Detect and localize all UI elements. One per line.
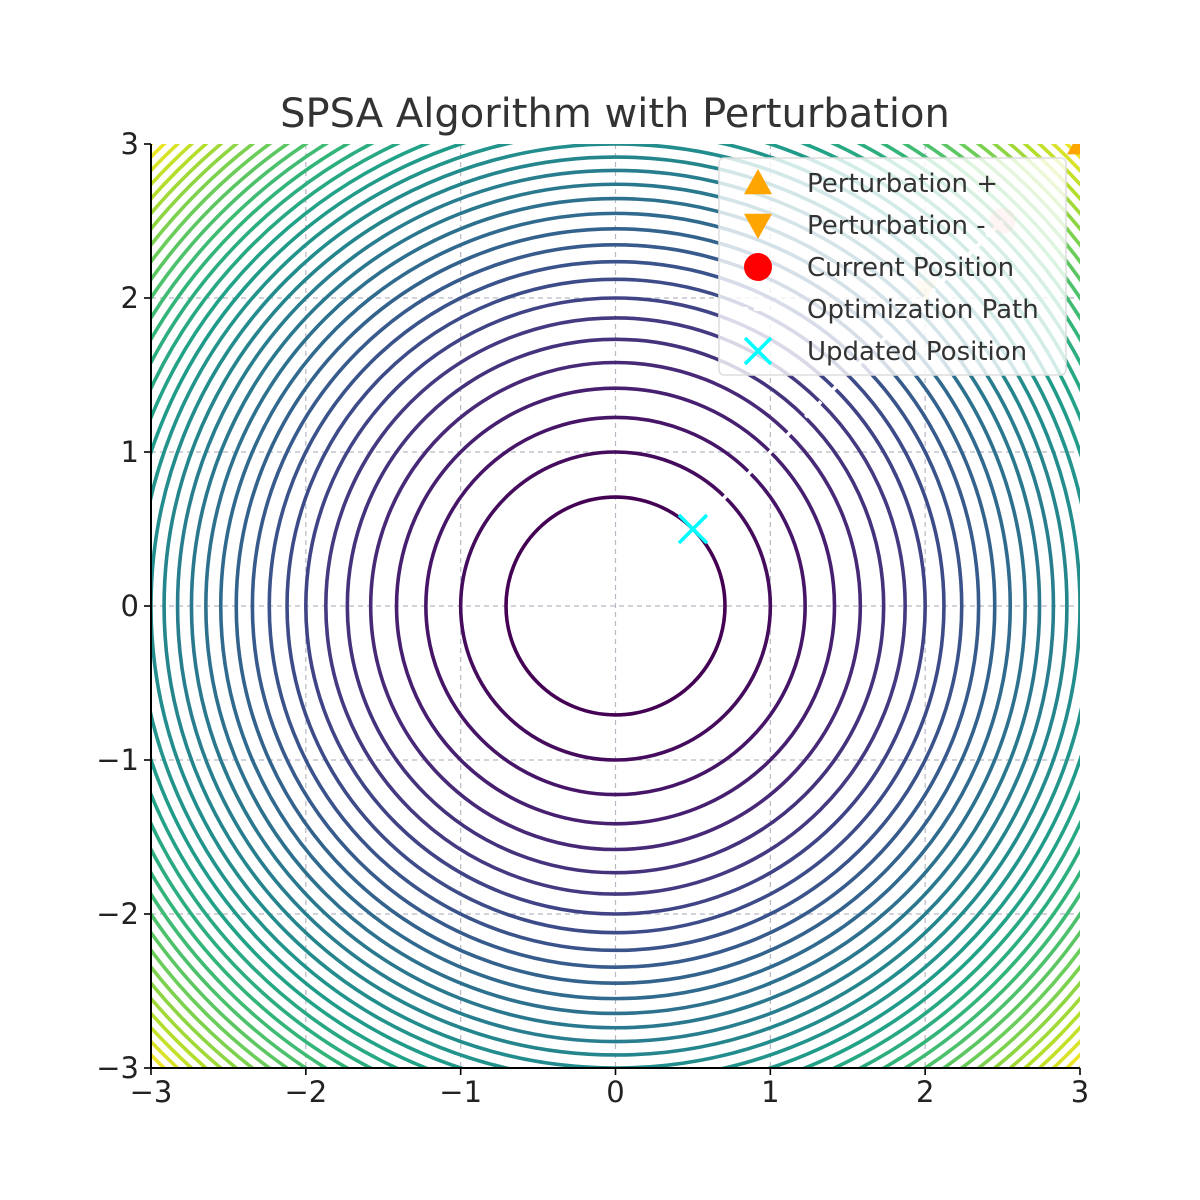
legend-circle-icon	[744, 253, 772, 281]
legend-label: Perturbation +	[807, 169, 998, 199]
contour-line	[204, 196, 1027, 1016]
legend: Perturbation + Perturbation - Current Posi…	[718, 157, 1067, 376]
x-tick-label: −3	[130, 1075, 173, 1109]
legend-entry: Updated Position	[743, 336, 1027, 367]
axes: −3 −2 −1 0 1 2 3 −3 −2 −1 0 1 2 3	[96, 127, 1089, 1109]
y-tick-label: −1	[96, 743, 139, 777]
contour-line	[458, 450, 773, 762]
contour-line	[394, 386, 837, 826]
legend-triangle-down-icon	[744, 213, 772, 239]
legend-x-icon	[743, 336, 773, 366]
contour-line	[162, 155, 1069, 1057]
contour-line	[304, 296, 927, 916]
legend-entry: Perturbation +	[744, 169, 998, 199]
y-tick-label: 3	[121, 127, 139, 161]
contour-line	[175, 168, 1056, 1044]
contour-line	[504, 495, 727, 717]
legend-entry: Current Position	[744, 253, 1014, 283]
y-tick-label: −2	[96, 897, 139, 931]
x-tick-label: 1	[761, 1075, 779, 1109]
chart-title: SPSA Algorithm with Perturbation	[280, 91, 950, 137]
y-tick-label: 2	[121, 281, 139, 315]
y-tick-label: −3	[96, 1051, 139, 1085]
contour-line	[368, 360, 863, 852]
contour-line	[267, 259, 964, 953]
contour-line	[324, 316, 907, 896]
y-tick-label: 0	[121, 589, 139, 623]
legend-triangle-up-icon	[744, 169, 772, 195]
legend-box	[718, 157, 1067, 376]
x-tick-label: 3	[1071, 1075, 1089, 1109]
perturbation-plus-point	[1067, 144, 1080, 155]
legend-label: Perturbation -	[807, 211, 986, 241]
legend-entry: Optimization Path	[736, 295, 1039, 325]
contour-line	[250, 243, 981, 969]
y-tick-label: 1	[121, 435, 139, 469]
legend-label: Optimization Path	[807, 295, 1039, 325]
contour-line	[234, 226, 997, 986]
legend-label: Updated Position	[807, 337, 1027, 367]
legend-entry: Perturbation -	[744, 211, 986, 241]
contour-line	[218, 211, 1013, 1001]
contour-line	[189, 182, 1042, 1030]
updated-position-point	[677, 513, 709, 545]
x-tick-label: 2	[916, 1075, 934, 1109]
x-tick-label: 0	[606, 1075, 624, 1109]
x-tick-label: −2	[284, 1075, 327, 1109]
contour-line	[424, 415, 807, 797]
contour-line	[285, 277, 946, 935]
contour-line	[345, 337, 886, 875]
legend-label: Current Position	[807, 253, 1014, 283]
x-tick-label: −1	[439, 1075, 482, 1109]
